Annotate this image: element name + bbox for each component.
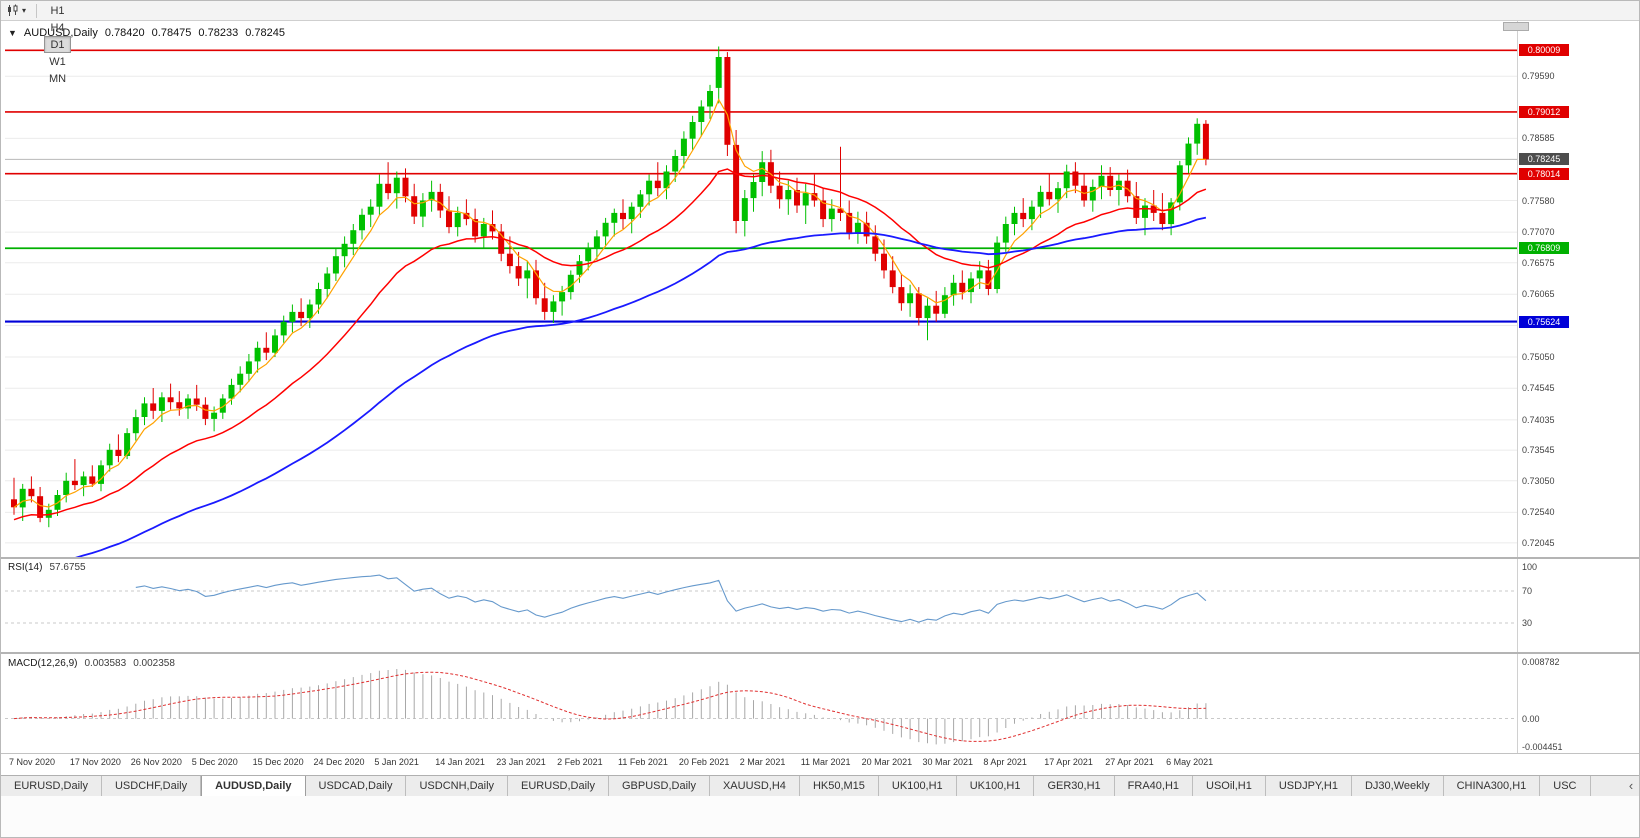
date-label: 2 Mar 2021 [739, 757, 786, 767]
current-price-badge: 0.78245 [1519, 153, 1569, 166]
ma-line-slow [75, 216, 1207, 557]
one-click-trading-arrow-icon[interactable]: ▼ [8, 28, 17, 38]
ohlc-close-value: 0.78245 [245, 27, 285, 39]
timeframe-button-h4[interactable]: H4 [50, 22, 65, 34]
chart-tabs: EURUSD,Daily USDCHF,Daily AUDUSD,Daily USDC… [1, 776, 1639, 796]
date-label: 26 Nov 2020 [130, 757, 182, 767]
bottom-strip [1, 796, 1639, 837]
chart-tab-5-eurusd-daily[interactable]: EURUSD,Daily [508, 776, 609, 796]
ohlc-high-value: 0.78475 [151, 27, 192, 39]
chart-tab-11-ger30-h1[interactable]: GER30,H1 [1034, 776, 1115, 796]
date-label: 20 Mar 2021 [861, 757, 913, 767]
timeframe-button-w1[interactable]: W1 [49, 56, 66, 68]
date-label: 7 Nov 2020 [9, 757, 56, 767]
chart-scroll-thumb[interactable] [1503, 22, 1529, 31]
chart-tab-14-usdjpy-h1[interactable]: USDJPY,H1 [1265, 776, 1352, 796]
chart-tab-2-audusd-daily[interactable]: AUDUSD,Daily [201, 776, 306, 796]
chart-header: ▼ AUDUSD,Daily 0.78420 0.78475 0.78233 0… [8, 27, 285, 39]
price-level-badge[interactable]: 0.80009 [1519, 44, 1569, 57]
date-label: 20 Feb 2021 [678, 757, 730, 767]
timeframe-toolbar: ▾ M1M5M15M30H1H4D1W1MN [1, 1, 1639, 85]
price-pane[interactable] [5, 46, 1517, 575]
ohlc-open-value: 0.78420 [104, 27, 145, 39]
rsi-line [135, 574, 1207, 623]
date-label: 2 Feb 2021 [557, 757, 603, 767]
chart-tab-15-dj30-weekly[interactable]: DJ30,Weekly [1351, 776, 1444, 796]
timeframe-button-d1[interactable]: D1 [44, 36, 72, 53]
price-level-badge[interactable]: 0.76809 [1519, 242, 1569, 255]
timeframe-buttons: M1M5M15M30H1H4D1W1MN [43, 1, 72, 87]
chart-tab-1-usdchf-daily[interactable]: USDCHF,Daily [101, 776, 202, 796]
chart-tab-10-uk100-h1[interactable]: UK100,H1 [956, 776, 1035, 796]
chart-tab-9-uk100-h1[interactable]: UK100,H1 [878, 776, 957, 796]
date-label: 5 Jan 2021 [374, 757, 419, 767]
timeframe-button-m30[interactable]: M30 [44, 1, 71, 2]
date-label: 24 Dec 2020 [313, 757, 365, 767]
macd-pane[interactable] [5, 669, 1517, 745]
price-rsi-pane-separator[interactable] [1, 557, 1639, 559]
ma-line-medium [13, 168, 1207, 521]
date-label: 5 Dec 2020 [191, 757, 238, 767]
rsi-pane[interactable] [5, 574, 1517, 624]
date-label: 23 Jan 2021 [496, 757, 546, 767]
price-level-badge[interactable]: 0.78014 [1519, 167, 1569, 180]
macd-signal-value: 0.002358 [133, 658, 175, 669]
rsi-value: 57.6755 [49, 562, 86, 573]
date-label: 15 Dec 2020 [252, 757, 304, 767]
date-label: 14 Jan 2021 [435, 757, 485, 767]
date-label: 30 Mar 2021 [922, 757, 974, 767]
date-label: 27 Apr 2021 [1105, 757, 1154, 767]
timeframe-button-h1[interactable]: H1 [50, 5, 65, 17]
chart-tab-3-usdcad-daily[interactable]: USDCAD,Daily [305, 776, 407, 796]
macd-indicator-label: MACD(12,26,9) 0.003583 0.002358 [8, 658, 175, 669]
chart-tabs-bar: EURUSD,Daily USDCHF,Daily AUDUSD,Daily USDC… [1, 775, 1639, 796]
timeframe-button-mn[interactable]: MN [48, 73, 67, 85]
axis-separator [1, 753, 1639, 754]
chart-tab-12-fra40-h1[interactable]: FRA40,H1 [1114, 776, 1194, 796]
chart-tab-4-usdcnh-daily[interactable]: USDCNH,Daily [406, 776, 509, 796]
date-label: 17 Apr 2021 [1044, 757, 1093, 767]
chart-tab-17-usc[interactable]: USC [1540, 776, 1591, 796]
chart-tab-13-usoil-h1[interactable]: USOil,H1 [1193, 776, 1266, 796]
date-label: 6 May 2021 [1166, 757, 1214, 767]
date-label: 11 Mar 2021 [800, 757, 851, 767]
chart-tab-7-xauusd-h4[interactable]: XAUUSD,H4 [709, 776, 800, 796]
ohlc-low-value: 0.78233 [198, 27, 239, 39]
rsi-macd-pane-separator[interactable] [1, 652, 1639, 654]
chart-tab-8-hk50-m15[interactable]: HK50,M15 [799, 776, 879, 796]
toolbar-dropdown-icon[interactable]: ▾ [22, 6, 27, 15]
date-label: 11 Feb 2021 [618, 757, 668, 767]
date-label: 17 Nov 2020 [69, 757, 121, 767]
chart-canvas[interactable] [1, 1, 1640, 773]
chart-tab-6-gbpusd-daily[interactable]: GBPUSD,Daily [609, 776, 710, 796]
tab-scroll-left-icon[interactable]: ‹ [1623, 778, 1639, 794]
chart-tab-16-china300-h1[interactable]: CHINA300,H1 [1443, 776, 1541, 796]
macd-name: MACD(12,26,9) [8, 658, 78, 669]
rsi-indicator-label: RSI(14) 57.6755 [8, 562, 86, 573]
ma-line-fast [13, 98, 1206, 508]
macd-signal-line [13, 671, 1206, 742]
chart-window-icon[interactable] [6, 4, 20, 17]
rsi-name: RSI(14) [8, 562, 43, 573]
macd-main-value: 0.003583 [84, 658, 127, 669]
chart-area: ▼ AUDUSD,Daily 0.78420 0.78475 0.78233 0… [1, 1, 1640, 773]
chart-tab-0-eurusd-daily[interactable]: EURUSD,Daily [1, 776, 102, 796]
date-axis: 7 Nov 2020 17 Nov 2020 26 Nov 2020 5 Dec 20… [1, 757, 1517, 773]
price-level-badge[interactable]: 0.79012 [1519, 105, 1569, 118]
chart-symbol-period-label: AUDUSD,Daily [23, 27, 98, 39]
price-level-badge[interactable]: 0.75624 [1519, 315, 1569, 328]
date-label: 8 Apr 2021 [983, 757, 1027, 767]
toolbar-separator [36, 3, 38, 18]
